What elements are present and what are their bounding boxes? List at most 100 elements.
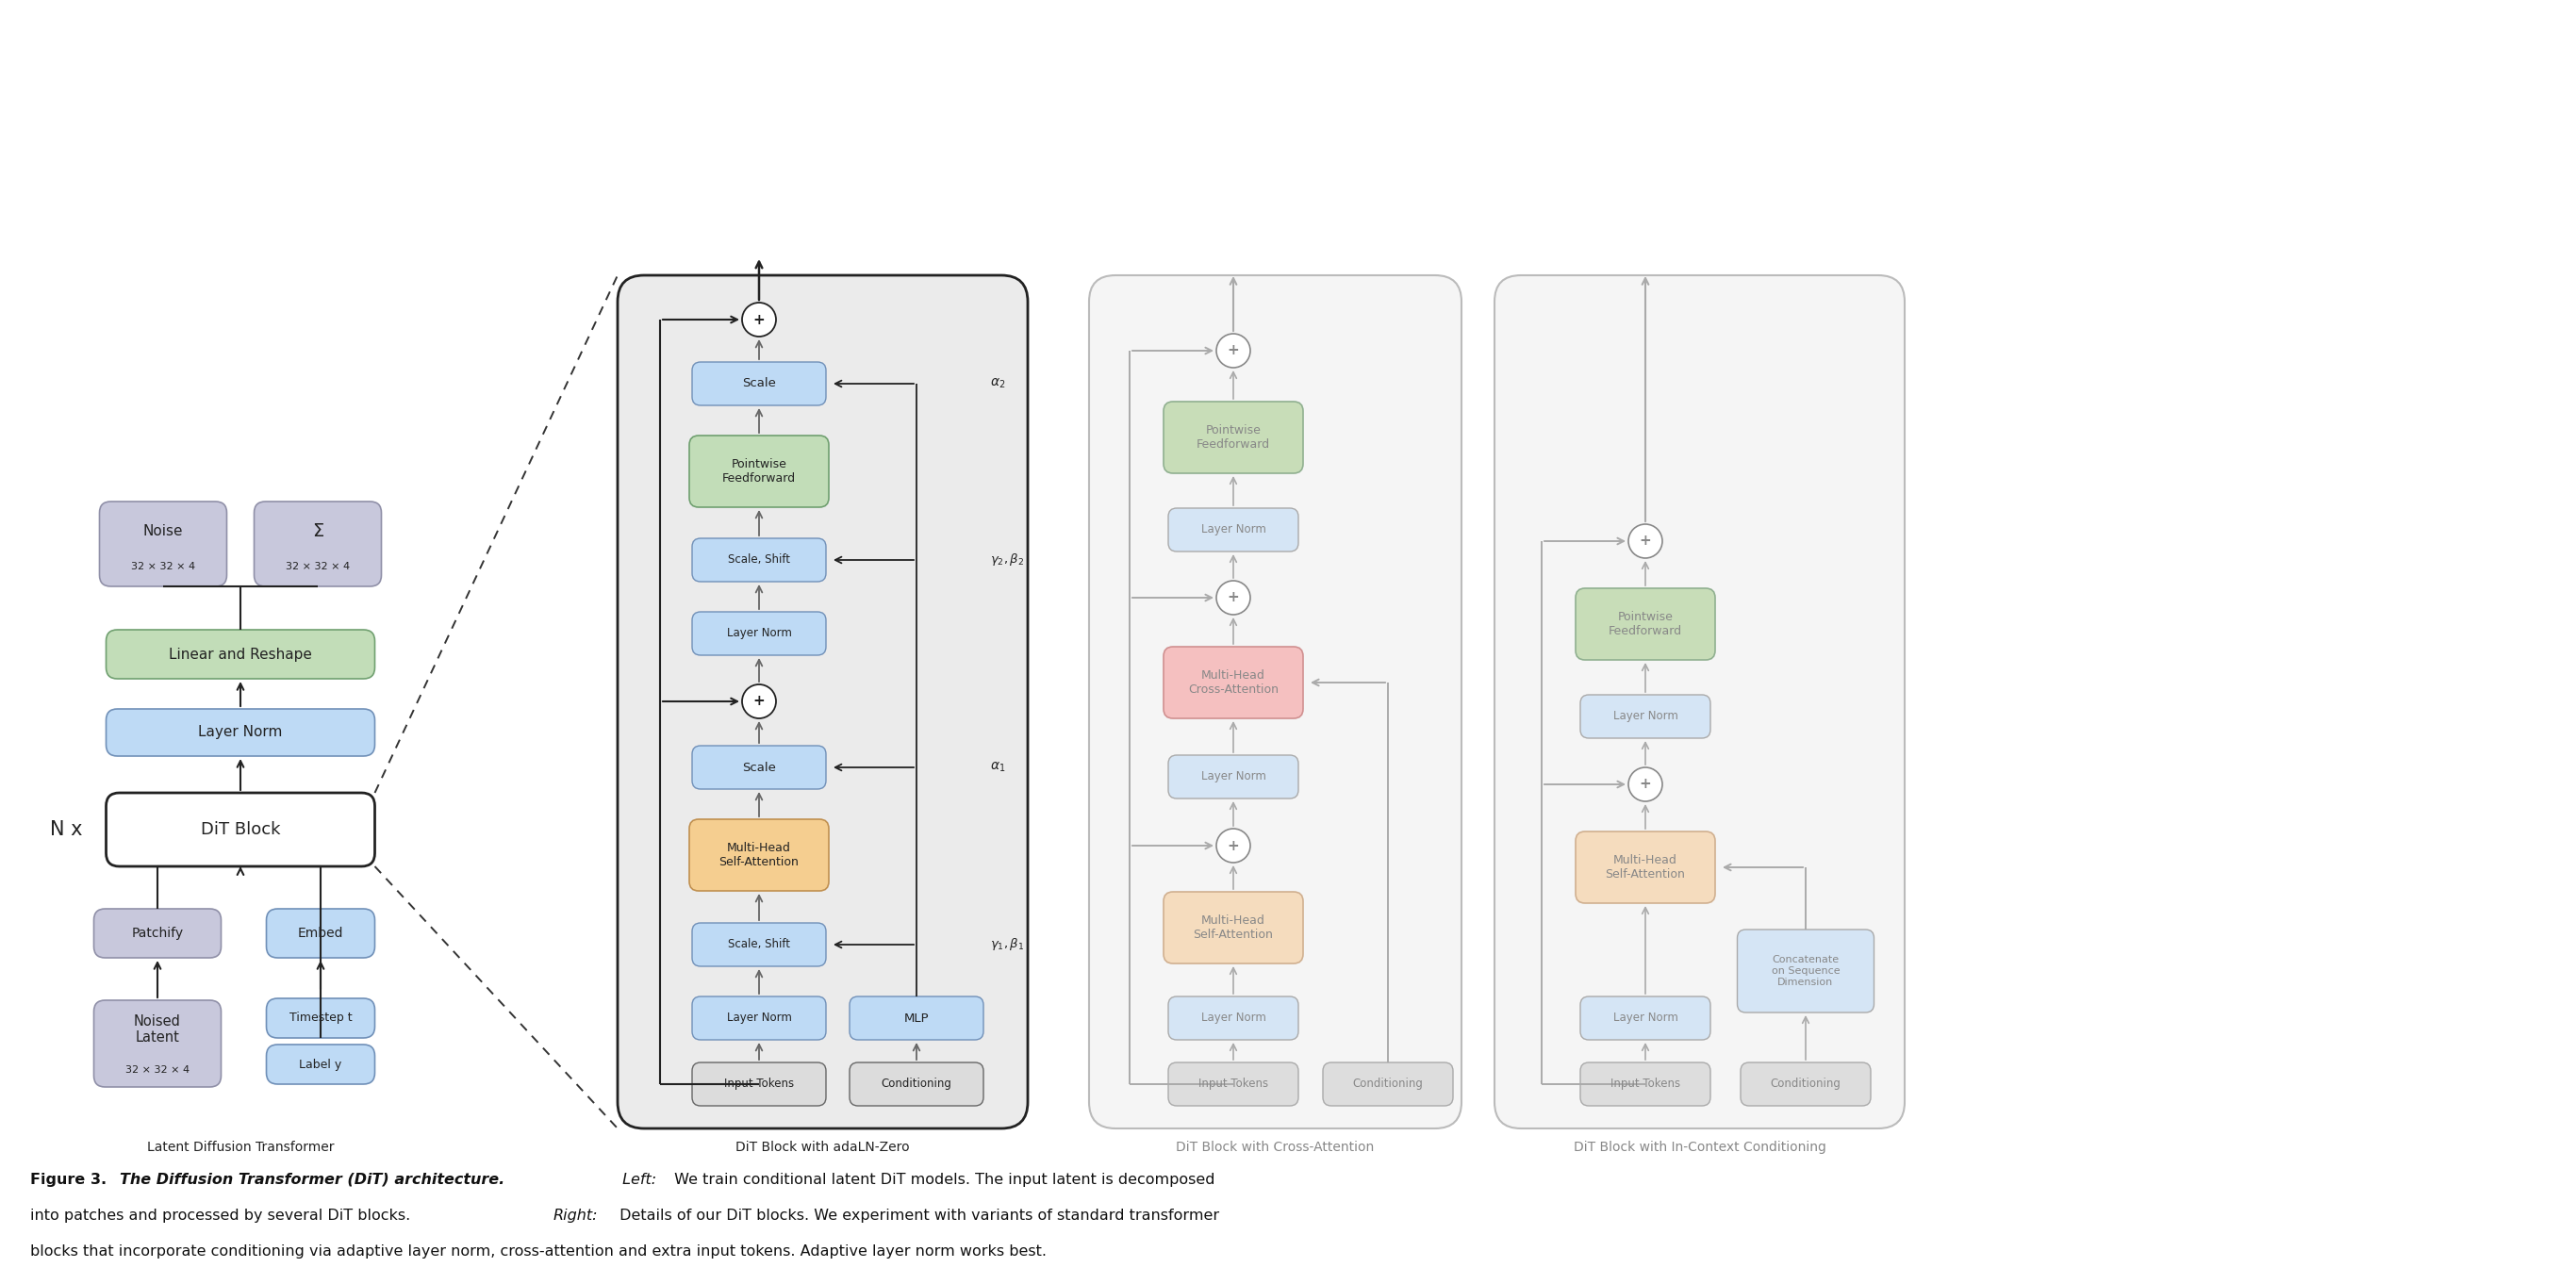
Text: +: + bbox=[1638, 777, 1651, 791]
Text: +: + bbox=[1638, 534, 1651, 548]
Text: Scale, Shift: Scale, Shift bbox=[729, 553, 791, 566]
FancyBboxPatch shape bbox=[690, 435, 829, 507]
FancyBboxPatch shape bbox=[1164, 647, 1303, 718]
Text: Layer Norm: Layer Norm bbox=[1200, 1012, 1265, 1025]
FancyBboxPatch shape bbox=[1170, 755, 1298, 799]
Text: Noised
Latent: Noised Latent bbox=[134, 1014, 180, 1045]
Text: Right:: Right: bbox=[554, 1208, 598, 1222]
FancyBboxPatch shape bbox=[265, 909, 374, 958]
Text: DiT Block with adaLN-Zero: DiT Block with adaLN-Zero bbox=[737, 1140, 909, 1154]
Text: Pointwise
Feedforward: Pointwise Feedforward bbox=[1195, 424, 1270, 451]
Text: Layer Norm: Layer Norm bbox=[1613, 710, 1677, 723]
FancyBboxPatch shape bbox=[255, 502, 381, 587]
Text: blocks that incorporate conditioning via adaptive layer norm, cross-attention an: blocks that incorporate conditioning via… bbox=[31, 1244, 1046, 1258]
FancyBboxPatch shape bbox=[1741, 1062, 1870, 1106]
Text: Pointwise
Feedforward: Pointwise Feedforward bbox=[1607, 611, 1682, 637]
Text: Multi-Head
Self-Attention: Multi-Head Self-Attention bbox=[1193, 914, 1273, 941]
Text: $\alpha_2$: $\alpha_2$ bbox=[989, 377, 1005, 390]
FancyBboxPatch shape bbox=[1577, 832, 1716, 903]
Circle shape bbox=[742, 303, 775, 336]
Text: Conditioning: Conditioning bbox=[1770, 1079, 1842, 1090]
FancyBboxPatch shape bbox=[1170, 996, 1298, 1040]
Text: DiT Block with Cross-Attention: DiT Block with Cross-Attention bbox=[1177, 1140, 1376, 1154]
FancyBboxPatch shape bbox=[1090, 275, 1461, 1129]
Text: $\gamma_2,\beta_2$: $\gamma_2,\beta_2$ bbox=[989, 552, 1025, 568]
FancyBboxPatch shape bbox=[265, 1045, 374, 1084]
Text: Scale: Scale bbox=[742, 377, 775, 390]
Text: Left:: Left: bbox=[618, 1172, 657, 1186]
Text: Layer Norm: Layer Norm bbox=[726, 628, 791, 639]
Text: +: + bbox=[1226, 344, 1239, 358]
FancyBboxPatch shape bbox=[265, 999, 374, 1037]
Text: Latent Diffusion Transformer: Latent Diffusion Transformer bbox=[147, 1140, 335, 1154]
FancyBboxPatch shape bbox=[693, 362, 827, 406]
Text: $\gamma_1,\beta_1$: $\gamma_1,\beta_1$ bbox=[989, 936, 1025, 953]
FancyBboxPatch shape bbox=[93, 909, 222, 958]
FancyBboxPatch shape bbox=[850, 996, 984, 1040]
FancyBboxPatch shape bbox=[1170, 508, 1298, 552]
Text: Conditioning: Conditioning bbox=[881, 1079, 951, 1090]
FancyBboxPatch shape bbox=[1164, 892, 1303, 963]
Text: Multi-Head
Cross-Attention: Multi-Head Cross-Attention bbox=[1188, 669, 1278, 696]
Text: DiT Block with In-Context Conditioning: DiT Block with In-Context Conditioning bbox=[1574, 1140, 1826, 1154]
Text: Noise: Noise bbox=[144, 524, 183, 538]
Text: Layer Norm: Layer Norm bbox=[726, 1012, 791, 1025]
Text: $\alpha_1$: $\alpha_1$ bbox=[989, 760, 1005, 774]
Text: N x: N x bbox=[49, 820, 82, 838]
Text: Multi-Head
Self-Attention: Multi-Head Self-Attention bbox=[719, 842, 799, 868]
FancyBboxPatch shape bbox=[693, 746, 827, 790]
Text: +: + bbox=[1226, 591, 1239, 605]
Text: Patchify: Patchify bbox=[131, 927, 183, 940]
Text: Layer Norm: Layer Norm bbox=[1613, 1012, 1677, 1025]
FancyBboxPatch shape bbox=[1324, 1062, 1453, 1106]
Text: We train conditional latent DiT models. The input latent is decomposed: We train conditional latent DiT models. … bbox=[670, 1172, 1216, 1186]
Text: into patches and processed by several DiT blocks.: into patches and processed by several Di… bbox=[31, 1208, 415, 1222]
FancyBboxPatch shape bbox=[93, 1000, 222, 1088]
FancyBboxPatch shape bbox=[1170, 1062, 1298, 1106]
FancyBboxPatch shape bbox=[1577, 588, 1716, 660]
FancyBboxPatch shape bbox=[693, 538, 827, 582]
FancyBboxPatch shape bbox=[1579, 996, 1710, 1040]
Text: +: + bbox=[752, 695, 765, 709]
FancyBboxPatch shape bbox=[106, 792, 374, 867]
Text: Input Tokens: Input Tokens bbox=[1610, 1079, 1680, 1090]
Circle shape bbox=[1216, 334, 1249, 367]
Text: Scale, Shift: Scale, Shift bbox=[729, 939, 791, 950]
Text: Embed: Embed bbox=[299, 927, 343, 940]
Text: Timestep t: Timestep t bbox=[289, 1012, 353, 1025]
FancyBboxPatch shape bbox=[693, 996, 827, 1040]
FancyBboxPatch shape bbox=[1579, 695, 1710, 738]
Text: 32 × 32 × 4: 32 × 32 × 4 bbox=[286, 562, 350, 571]
Text: Pointwise
Feedforward: Pointwise Feedforward bbox=[721, 458, 796, 484]
FancyBboxPatch shape bbox=[1164, 402, 1303, 474]
FancyBboxPatch shape bbox=[693, 1062, 827, 1106]
Text: Layer Norm: Layer Norm bbox=[198, 725, 283, 740]
FancyBboxPatch shape bbox=[1579, 1062, 1710, 1106]
FancyBboxPatch shape bbox=[1494, 275, 1904, 1129]
Text: Layer Norm: Layer Norm bbox=[1200, 524, 1265, 535]
Text: Input Tokens: Input Tokens bbox=[724, 1079, 793, 1090]
Text: Layer Norm: Layer Norm bbox=[1200, 770, 1265, 783]
Text: DiT Block: DiT Block bbox=[201, 822, 281, 838]
Text: The Diffusion Transformer (DiT) architecture.: The Diffusion Transformer (DiT) architec… bbox=[118, 1172, 505, 1186]
Text: Linear and Reshape: Linear and Reshape bbox=[170, 647, 312, 661]
Circle shape bbox=[1628, 768, 1662, 801]
FancyBboxPatch shape bbox=[850, 1062, 984, 1106]
Circle shape bbox=[742, 684, 775, 718]
FancyBboxPatch shape bbox=[618, 275, 1028, 1129]
Text: 32 × 32 × 4: 32 × 32 × 4 bbox=[126, 1066, 191, 1075]
Text: Multi-Head
Self-Attention: Multi-Head Self-Attention bbox=[1605, 854, 1685, 881]
FancyBboxPatch shape bbox=[693, 612, 827, 655]
Circle shape bbox=[1216, 828, 1249, 863]
FancyBboxPatch shape bbox=[1736, 930, 1873, 1013]
FancyBboxPatch shape bbox=[690, 819, 829, 891]
Text: +: + bbox=[752, 312, 765, 326]
Text: Input Tokens: Input Tokens bbox=[1198, 1079, 1267, 1090]
Text: Details of our DiT blocks. We experiment with variants of standard transformer: Details of our DiT blocks. We experiment… bbox=[616, 1208, 1218, 1222]
Circle shape bbox=[1628, 524, 1662, 559]
FancyBboxPatch shape bbox=[693, 923, 827, 967]
FancyBboxPatch shape bbox=[106, 709, 374, 756]
Text: Concatenate
on Sequence
Dimension: Concatenate on Sequence Dimension bbox=[1772, 955, 1839, 986]
Text: 32 × 32 × 4: 32 × 32 × 4 bbox=[131, 562, 196, 571]
Text: Figure 3.: Figure 3. bbox=[31, 1172, 111, 1186]
